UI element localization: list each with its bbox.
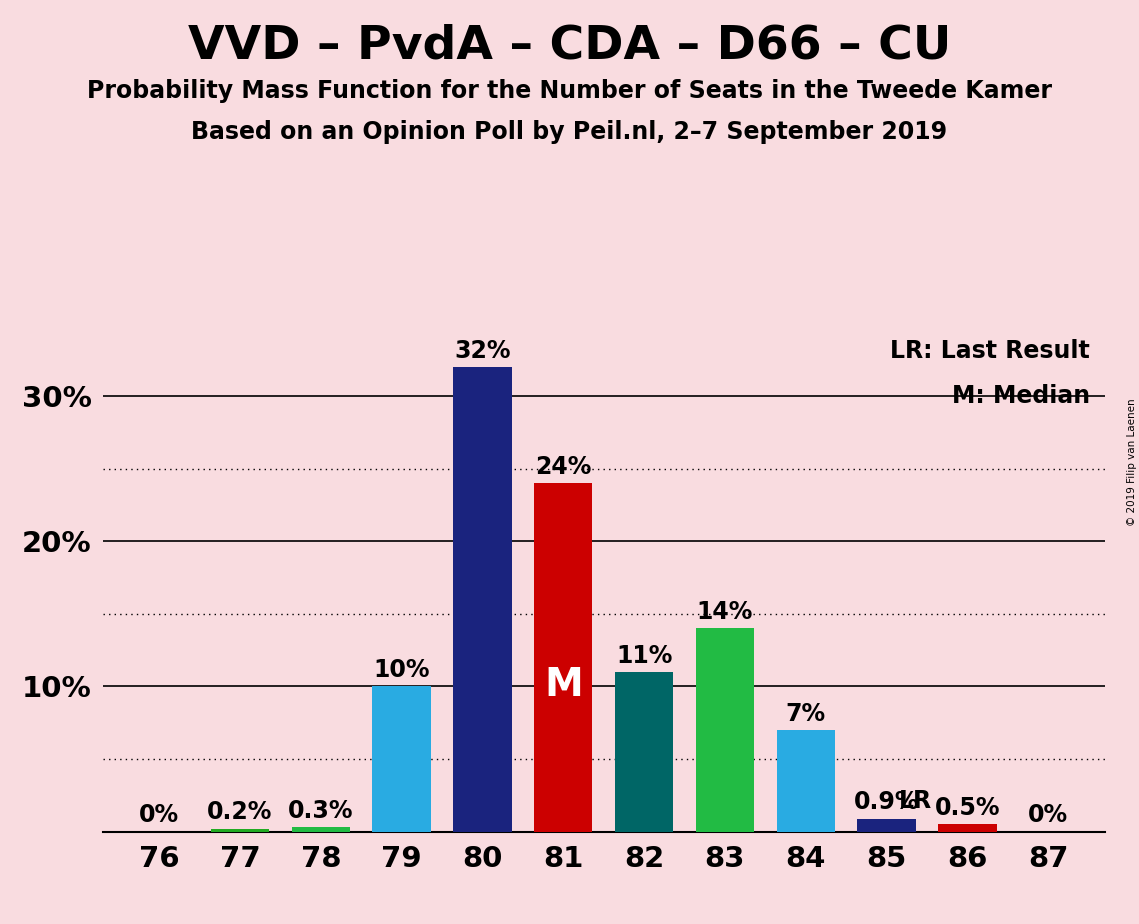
Text: Probability Mass Function for the Number of Seats in the Tweede Kamer: Probability Mass Function for the Number…: [87, 79, 1052, 103]
Text: 14%: 14%: [697, 600, 753, 624]
Text: Based on an Opinion Poll by Peil.nl, 2–7 September 2019: Based on an Opinion Poll by Peil.nl, 2–7…: [191, 120, 948, 144]
Bar: [615, 672, 673, 832]
Bar: [858, 819, 916, 832]
Bar: [777, 730, 835, 832]
Text: 10%: 10%: [374, 658, 429, 682]
Text: 0.3%: 0.3%: [288, 799, 353, 823]
Bar: [939, 824, 997, 832]
Text: 11%: 11%: [616, 643, 672, 667]
Text: 0.5%: 0.5%: [935, 796, 1000, 820]
Bar: [696, 628, 754, 832]
Bar: [211, 829, 269, 832]
Bar: [534, 483, 592, 832]
Text: 32%: 32%: [454, 338, 510, 362]
Text: LR: LR: [899, 789, 932, 813]
Text: 0.9%: 0.9%: [854, 790, 919, 814]
Text: © 2019 Filip van Laenen: © 2019 Filip van Laenen: [1126, 398, 1137, 526]
Bar: [453, 367, 511, 832]
Text: M: M: [544, 666, 583, 704]
Bar: [292, 827, 350, 832]
Text: M: Median: M: Median: [952, 384, 1090, 408]
Bar: [372, 687, 431, 832]
Text: LR: Last Result: LR: Last Result: [890, 338, 1090, 362]
Text: 0.2%: 0.2%: [207, 800, 272, 824]
Text: VVD – PvdA – CDA – D66 – CU: VVD – PvdA – CDA – D66 – CU: [188, 23, 951, 68]
Text: 24%: 24%: [535, 455, 591, 479]
Text: 0%: 0%: [139, 803, 179, 826]
Text: 7%: 7%: [786, 701, 826, 725]
Text: 0%: 0%: [1029, 803, 1068, 826]
